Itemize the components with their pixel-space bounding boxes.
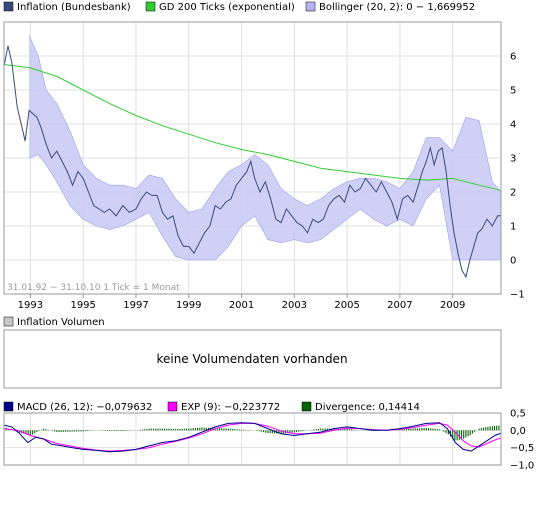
legend-swatch-divergence <box>301 401 312 412</box>
main-y-tick-label: 0 <box>510 256 516 267</box>
volume-frame <box>3 329 502 389</box>
volume-panel: Inflation Volumen keine Volumendaten vor… <box>3 316 502 389</box>
main-x-tick-label: 1999 <box>176 300 201 311</box>
legend-swatch-bollinger <box>305 1 316 12</box>
inflation-line <box>3 45 501 279</box>
main-x-tick-label: 2007 <box>387 300 412 311</box>
period-label: 31.01.92 − 31.10.10 1 Tick = 1 Monat <box>7 283 180 293</box>
main-y-axis: −1 0 1 2 3 4 5 6 <box>510 52 525 301</box>
bollinger-upper-line <box>28 35 502 213</box>
main-x-tick-label: 1993 <box>18 300 43 311</box>
legend-swatch-volume <box>3 316 14 327</box>
main-x-tick-label: 1995 <box>70 300 95 311</box>
macd-y-tick-label: −1,0 <box>510 461 534 472</box>
legend-swatch-exp <box>167 401 178 412</box>
main-y-tick-label: 3 <box>510 154 516 165</box>
main-y-tick-label: 4 <box>510 120 516 131</box>
volume-message: keine Volumendaten vorhanden <box>156 352 347 366</box>
macd-line <box>3 422 502 453</box>
legend-label-inflation: Inflation (Bundesbank) <box>17 2 131 13</box>
main-x-tick-label: 2003 <box>282 300 307 311</box>
main-x-tick-label: 2009 <box>440 300 465 311</box>
main-y-tick-label: 2 <box>510 188 516 199</box>
macd-y-tick-label: −0,5 <box>510 443 534 454</box>
macd-y-tick-label: 0,5 <box>510 409 526 420</box>
legend-label-macd: MACD (26, 12): −0,079632 <box>17 402 152 413</box>
main-x-tick-label: 2001 <box>229 300 254 311</box>
macd-legend: MACD (26, 12): −0,079632 EXP (9): −0,223… <box>3 401 420 413</box>
main-x-axis: 1993 1995 1997 1999 2001 2003 2005 2007 2009 <box>18 294 465 311</box>
main-y-tick-label: 6 <box>510 52 516 63</box>
legend-swatch-gd200 <box>145 1 156 12</box>
bollinger-lower-line <box>28 154 501 261</box>
macd-y-tick-label: 0,0 <box>510 426 526 437</box>
main-y-tick-label: 1 <box>510 222 516 233</box>
legend-swatch-inflation <box>3 1 14 12</box>
legend-label-gd200: GD 200 Ticks (exponential) <box>159 2 295 13</box>
legend-swatch-macd <box>3 401 14 412</box>
legend-label-bollinger: Bollinger (20, 2): 0 − 1,669952 <box>319 2 475 13</box>
macd-plot-frame <box>3 412 502 466</box>
gd200-line <box>3 64 502 191</box>
main-legend: Inflation (Bundesbank) GD 200 Ticks (exp… <box>3 1 475 13</box>
main-plot: 31.01.92 − 31.10.10 1 Tick = 1 Monat −1 0… <box>3 21 525 311</box>
legend-label-exp: EXP (9): −0,223772 <box>181 402 280 413</box>
main-plot-frame <box>3 21 502 295</box>
macd-plot: −1,0 −0,5 0,0 0,5 <box>3 409 534 472</box>
main-y-tick-label: 5 <box>510 86 516 97</box>
bollinger-band <box>29 35 501 260</box>
macd-y-axis: −1,0 −0,5 0,0 0,5 <box>510 409 534 472</box>
legend-label-volume: Inflation Volumen <box>17 317 105 328</box>
legend-label-divergence: Divergence: 0,14414 <box>315 402 420 413</box>
main-x-tick-label: 2005 <box>334 300 359 311</box>
main-y-tick-label: −1 <box>510 290 525 301</box>
main-x-tick-label: 1997 <box>123 300 148 311</box>
